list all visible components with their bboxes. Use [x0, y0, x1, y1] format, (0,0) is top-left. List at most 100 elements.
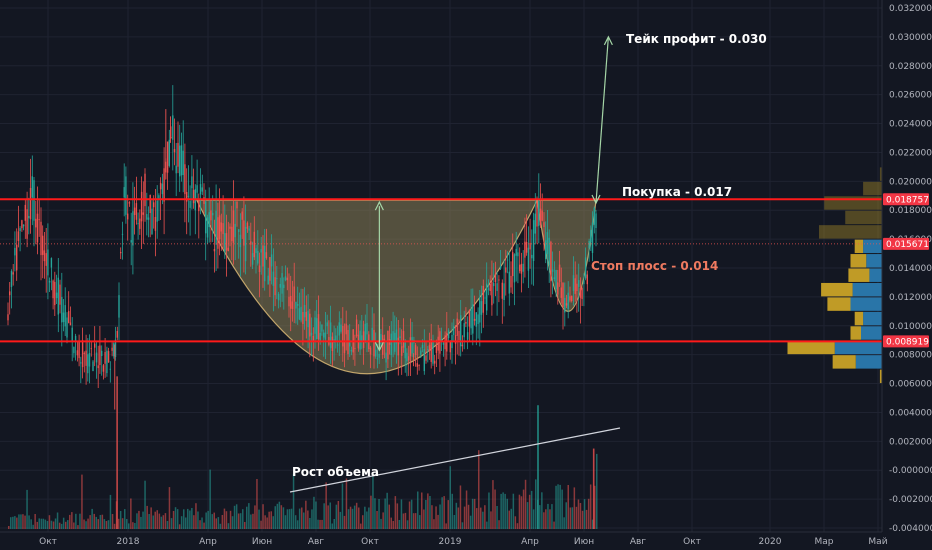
volume-bar [260, 520, 262, 529]
volume-bar [417, 491, 419, 529]
y-tick-label: 0.010000 [889, 322, 932, 332]
candle-body [133, 207, 136, 215]
volume-bar [435, 506, 437, 529]
volume-bar [174, 507, 177, 529]
annotations: Тейк профит - 0.030 Покупка - 0.017 Стоп п… [289, 32, 767, 493]
volume-profile-bar-yellow [845, 210, 882, 225]
volume-bar [126, 519, 128, 529]
volume-bar [467, 504, 470, 529]
volume-bar [284, 515, 287, 529]
volume-bar [26, 489, 28, 529]
volume-bar [191, 508, 193, 529]
volume-profile-bar-yellow [850, 326, 861, 340]
candle-body [236, 201, 238, 209]
candle-body [203, 197, 205, 204]
candle-body [7, 314, 9, 321]
volume-bar [95, 516, 97, 529]
volume-bar [119, 511, 122, 529]
candle-body [251, 253, 254, 265]
volume-bar [178, 524, 181, 529]
candle-body [519, 264, 521, 272]
candle-body [276, 278, 278, 280]
candle-body [338, 322, 340, 336]
candle-body [227, 247, 229, 252]
volume-profile-bar-yellow [850, 254, 867, 268]
y-tick-label: 0.022000 [889, 148, 932, 158]
candle-body [494, 274, 497, 282]
volume-bar [351, 508, 354, 529]
volume-bar [445, 523, 447, 529]
candle-body [125, 176, 127, 215]
candle-body [350, 349, 353, 352]
volume-bar [528, 494, 531, 529]
volume-bar [146, 505, 148, 529]
volume-bar [327, 505, 329, 529]
candle-body [591, 222, 594, 253]
volume-bar [455, 502, 458, 529]
volume-profile-bar-yellow [819, 225, 882, 239]
volume-bar [14, 516, 16, 529]
candle-body [513, 254, 516, 283]
volume-bar [197, 511, 199, 529]
volume-bar [189, 510, 191, 529]
candle-body [128, 202, 131, 204]
volume-bar [423, 509, 425, 529]
candle-body [314, 317, 316, 334]
volume-bar [266, 517, 268, 529]
volume-profile-bar-blue [869, 268, 882, 282]
candle-body [40, 221, 42, 256]
candle-body [21, 220, 23, 229]
candle-body [234, 223, 236, 238]
volume-bar [315, 501, 317, 529]
candle-body [257, 251, 259, 264]
candle-body [288, 296, 290, 307]
candle-body [562, 283, 564, 307]
candle-body [12, 272, 14, 275]
volume-bar [471, 498, 474, 529]
candle-body [392, 331, 394, 343]
volume-bar [144, 480, 146, 529]
volume-bar [384, 498, 386, 529]
volume-bar [585, 509, 588, 529]
candle-body [487, 288, 490, 290]
candle-body [95, 352, 98, 363]
candle-body [177, 142, 179, 167]
volume-profile-bar-blue [863, 311, 882, 326]
candle-body [342, 326, 344, 347]
candle-body [139, 218, 141, 229]
volume-bar [12, 516, 14, 529]
volume-bar [71, 512, 73, 529]
candle-body [81, 340, 84, 368]
candle-body [480, 301, 483, 315]
volume-bar [270, 511, 272, 529]
take-profit-arrow-head [603, 35, 613, 46]
volume-bar [447, 500, 449, 529]
candle-body [321, 324, 323, 332]
candle-body [55, 292, 58, 299]
candle-body [147, 217, 150, 220]
volume-bar [166, 521, 169, 529]
candle-body [567, 292, 569, 310]
volume-bar [77, 525, 79, 529]
volume-bar [500, 493, 502, 529]
candle-body [68, 311, 70, 323]
volume-bar [480, 507, 482, 529]
candle-body [151, 208, 153, 235]
volume-bar [309, 518, 311, 529]
volume-bar [195, 503, 197, 529]
volume-bar [22, 514, 24, 529]
candle-body [463, 323, 465, 338]
price-badge [883, 335, 929, 348]
candle-body [432, 341, 434, 364]
candle-body [66, 317, 68, 338]
volume-bar [591, 519, 594, 529]
volume-bar [386, 492, 388, 529]
volume-bar [425, 500, 427, 529]
candle-body [557, 282, 559, 295]
volume-bar [396, 503, 399, 529]
volume-bar [264, 515, 266, 529]
volume-bar [211, 514, 213, 529]
candle-body [323, 332, 325, 338]
candle-body [390, 333, 392, 355]
candle-body [286, 277, 288, 281]
